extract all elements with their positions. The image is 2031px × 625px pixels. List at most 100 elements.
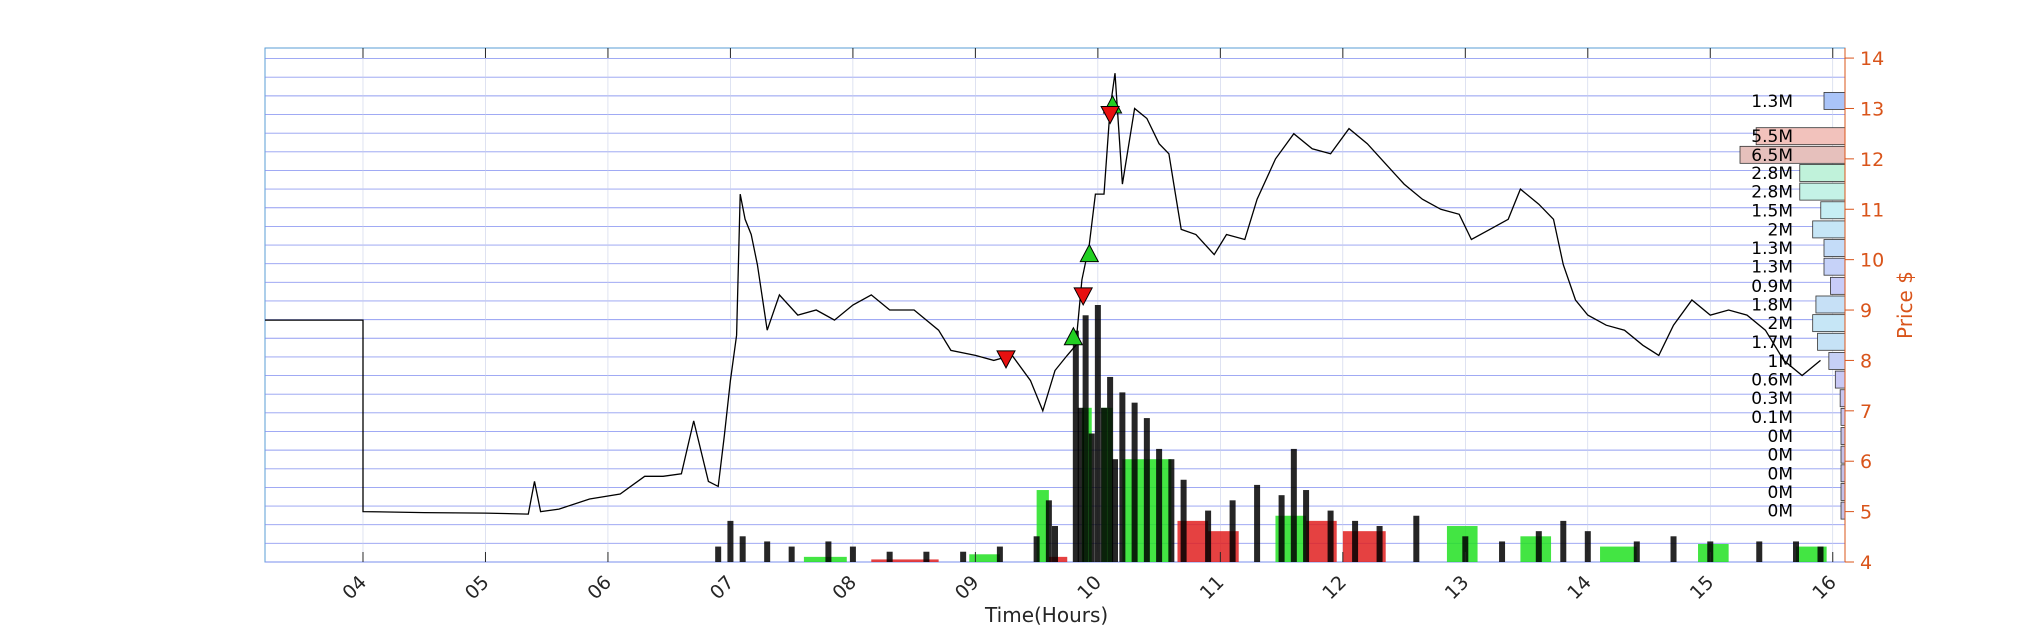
volume-bar (1143, 418, 1150, 562)
volume-bar (788, 546, 795, 562)
x-tick-label: 13 (1441, 571, 1474, 604)
x-tick-label: 08 (828, 571, 861, 604)
x-tick-label: 14 (1563, 571, 1596, 604)
volume-profile-bar (1823, 257, 1846, 276)
volume-profile-bar (1840, 407, 1846, 426)
volume-profile-label: 0M (1768, 464, 1793, 484)
volume-down-block (1048, 556, 1068, 562)
volume-profile-bar (1839, 389, 1846, 408)
y-tick-label: 14 (1860, 48, 1884, 70)
volume-bar (739, 536, 746, 562)
x-tick-label: 16 (1808, 571, 1841, 604)
volume-bar (1088, 433, 1095, 562)
buy-marker (1063, 326, 1084, 346)
volume-bar (1052, 526, 1058, 562)
volume-bar (1254, 484, 1261, 562)
volume-profile-label: 1.8M (1751, 295, 1793, 315)
volume-up-block (1446, 526, 1478, 562)
y-tick-label: 9 (1860, 300, 1872, 322)
volume-profile-label: 0.1M (1751, 408, 1793, 428)
volume-profile-label: 0.3M (1751, 389, 1793, 409)
volume-profile-bar (1840, 464, 1846, 483)
volume-bar (1499, 541, 1506, 562)
volume-bar (1670, 536, 1677, 562)
volume-bar (1156, 448, 1163, 562)
volume-bar (1560, 520, 1567, 562)
volume-bar (1045, 500, 1052, 562)
volume-up-block (803, 556, 847, 562)
volume-bar (1131, 402, 1138, 562)
volume-profile-bar (1812, 314, 1846, 333)
y-axis-label: Price $ (1893, 271, 1917, 339)
volume-profile-bar (1828, 352, 1846, 370)
y-tick-label: 8 (1860, 350, 1872, 372)
y-tick-label: 10 (1860, 250, 1884, 272)
volume-bar (1327, 510, 1334, 562)
volume-bar (1180, 479, 1187, 562)
volume-profile-bar (1799, 164, 1846, 182)
volume-profile-bar (1817, 332, 1846, 351)
volume-bar (1633, 541, 1640, 562)
x-tick-label: 07 (706, 571, 739, 604)
volume-bar (1817, 546, 1824, 562)
y-tick-label: 11 (1860, 199, 1884, 221)
y-tick-label: 4 (1860, 552, 1872, 574)
buy-marker (1079, 243, 1100, 263)
volume-profile-label: 1.5M (1751, 201, 1793, 221)
volume-profile-label: 0M (1768, 483, 1793, 503)
plot-frame (264, 47, 1846, 563)
volume-profile-label: 1.3M (1751, 239, 1793, 259)
volume-bar (1094, 305, 1101, 562)
volume-bar (1793, 541, 1800, 562)
volume-profile-label: 0.6M (1751, 371, 1793, 391)
volume-profile-label: 2.8M (1751, 164, 1793, 184)
volume-profile-label: 0.9M (1751, 277, 1793, 297)
volume-profile-label: 5.5M (1751, 127, 1793, 147)
x-tick-label: 06 (583, 571, 616, 604)
volume-profile-layer: 1.3M5.5M6.5M2.8M2.8M1.5M2M1.3M1.3M0.9M1.… (1739, 92, 1846, 522)
volume-bar (886, 551, 893, 562)
volume-profile-label: 1.3M (1751, 258, 1793, 278)
volume-bar (1119, 392, 1126, 562)
x-tick-label: 15 (1686, 571, 1719, 604)
volume-profile-bar (1840, 427, 1846, 445)
volume-bar (1352, 520, 1359, 562)
volume-up-block (969, 554, 1000, 562)
volume-bar (1756, 541, 1763, 562)
x-tick-label: 11 (1196, 571, 1229, 604)
volume-up-block (1698, 544, 1729, 562)
volume-bar (727, 520, 734, 562)
volume-bar (1535, 531, 1542, 562)
volume-bar (1112, 459, 1119, 562)
volume-profile-label: 1M (1768, 352, 1793, 372)
volume-profile-bar (1820, 201, 1846, 220)
y-tick-label: 7 (1860, 401, 1872, 423)
volume-bar (1205, 510, 1212, 562)
y-tick-label: 5 (1860, 502, 1872, 524)
volume-profile-bar (1840, 445, 1846, 464)
volume-bar (996, 546, 1003, 562)
volume-profile-label: 2M (1768, 220, 1793, 240)
volume-bar (1168, 459, 1175, 562)
volume-profile-label: 2.8M (1751, 183, 1793, 203)
grid-layer (265, 48, 1845, 563)
volume-bar (1229, 500, 1236, 562)
volume-bar (1278, 495, 1285, 562)
volume-bar (715, 546, 722, 562)
volume-bar (1077, 407, 1084, 562)
price-line (265, 73, 1821, 515)
volume-bar (1462, 536, 1469, 562)
volume-profile-bar (1823, 92, 1846, 110)
y-axis-ticks: 4 5 6 7 8 9 10 11 12 13 14 (1845, 48, 1884, 574)
volume-bar (1584, 531, 1591, 562)
sell-marker (996, 350, 1016, 369)
y-tick-label: 12 (1860, 149, 1884, 171)
volume-profile-bar (1815, 295, 1846, 314)
volume-bar (960, 551, 967, 562)
volume-bar (1413, 515, 1420, 562)
x-tick-label: 10 (1073, 571, 1106, 604)
volume-bar (1072, 330, 1079, 562)
volume-up-block (1520, 536, 1552, 562)
volume-profile-label: 0M (1768, 427, 1793, 447)
volume-up-block (1600, 546, 1637, 562)
